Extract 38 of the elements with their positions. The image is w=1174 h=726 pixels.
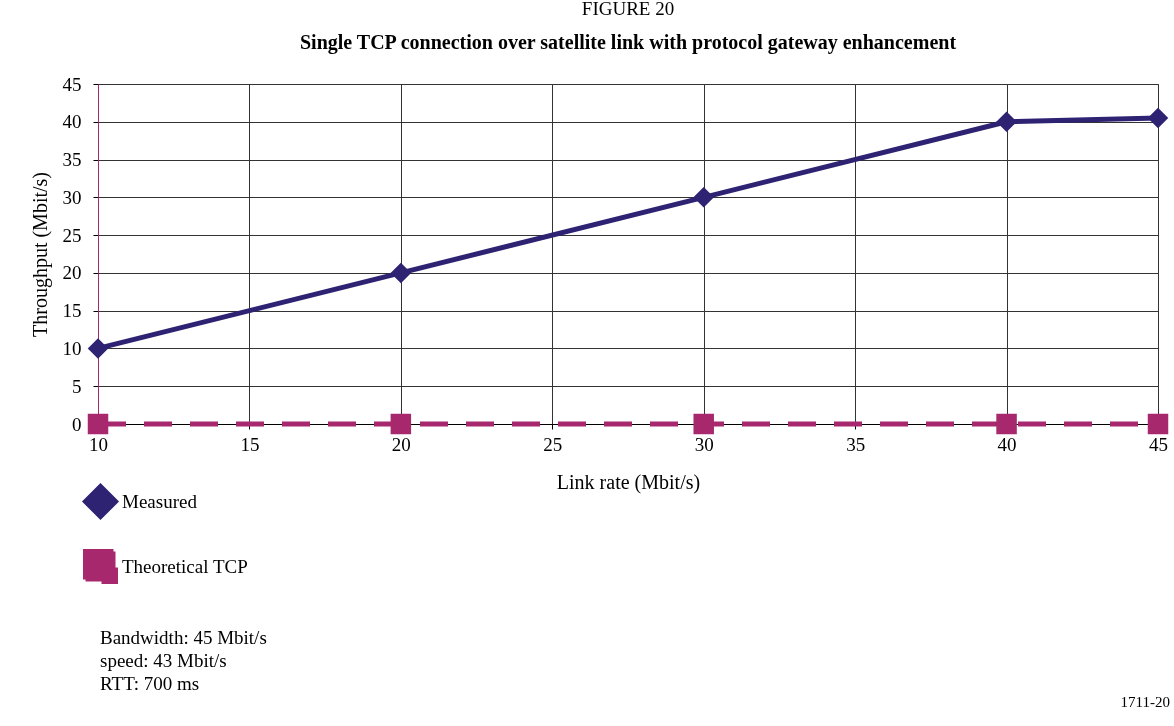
y-tick-label: 30 (62, 186, 82, 208)
text: speed: 43 Mbit/s (100, 649, 228, 672)
x-tick-label: 40 (997, 433, 1017, 455)
x-tick-label: 30 (694, 433, 714, 455)
point (87, 338, 109, 359)
x-axis-title: Link rate (Mbit/s) (556, 470, 701, 494)
x-tick-label: 15 (240, 433, 260, 455)
x-tick-label: 25 (543, 433, 563, 455)
x-tick-label: 20 (391, 433, 411, 455)
y-tick-label: 15 (62, 300, 82, 322)
point (390, 262, 412, 284)
chart-subtitle: Single TCP connection over satellite link with protocol gateway enhancement (299, 31, 957, 54)
x-tick-label: 45 (1149, 433, 1168, 455)
point (693, 413, 714, 435)
point (996, 413, 1017, 435)
legend-label: Measured (122, 490, 198, 512)
y-tick-label: 40 (62, 111, 82, 133)
point (1147, 413, 1169, 435)
y-axis-title: Throughput (Mbit/s) (28, 172, 52, 337)
y-tick-label: 45 (62, 73, 82, 95)
y-tick-label: 0 (72, 413, 82, 435)
y-tick-label: 20 (62, 262, 82, 284)
y-tick-label: 5 (72, 375, 82, 397)
text: Bandwidth: 45 Mbit/s (100, 626, 267, 649)
y-tick-label: 10 (62, 337, 82, 359)
x-tick-label: 35 (846, 433, 866, 455)
point (693, 187, 714, 208)
point (1147, 107, 1169, 129)
text: 1711-20 (1120, 694, 1170, 711)
x-tick-label: 10 (89, 433, 108, 455)
chart-title: FIGURE 20 (581, 0, 675, 19)
legend-label: Theoretical TCP (122, 555, 248, 577)
text: RTT: 700 ms (100, 672, 201, 695)
point (996, 111, 1017, 133)
y-tick-label: 25 (62, 224, 82, 246)
y-tick-label: 35 (62, 149, 82, 171)
point (390, 413, 412, 435)
point (87, 413, 109, 435)
